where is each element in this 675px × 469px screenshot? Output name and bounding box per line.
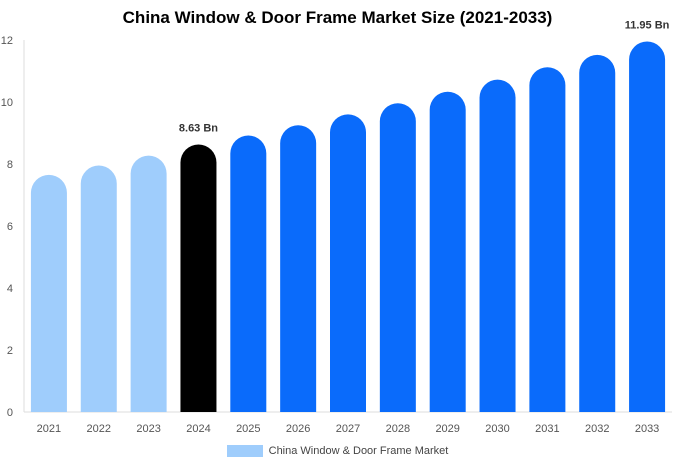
- bar-2031[interactable]: [529, 67, 566, 412]
- bar-2027[interactable]: [330, 114, 366, 412]
- bars-group: [30, 41, 666, 413]
- x-axis-ticks: 2021 2022 2023 2024 2025 2026 2027 2028 2029 2030…: [37, 423, 660, 435]
- x-tick-label: 2023: [136, 423, 160, 435]
- bar-2030[interactable]: [479, 79, 516, 413]
- legend[interactable]: China Window & Door Frame Market: [0, 445, 675, 457]
- x-tick-label: 2029: [435, 423, 459, 435]
- x-tick-label: 2024: [186, 423, 210, 435]
- bar-2032[interactable]: [579, 54, 616, 412]
- x-tick-label: 2025: [236, 423, 260, 435]
- y-axis-ticks: 0 2 4 6 8 10 12: [1, 35, 13, 419]
- chart-title: China Window & Door Frame Market Size (2…: [122, 8, 553, 27]
- bar-2023[interactable]: [130, 155, 167, 412]
- x-tick-label: 2033: [635, 423, 659, 435]
- data-label-2033: 11.95 Bn: [625, 20, 670, 32]
- bar-2029[interactable]: [429, 91, 466, 412]
- bar-2022[interactable]: [80, 165, 117, 412]
- x-tick-label: 2031: [535, 423, 559, 435]
- y-tick-label: 2: [7, 345, 13, 357]
- x-tick-label: 2021: [37, 423, 61, 435]
- y-tick-label: 10: [1, 97, 13, 109]
- y-tick-label: 8: [7, 159, 13, 171]
- x-tick-label: 2030: [485, 423, 509, 435]
- y-tick-label: 0: [7, 407, 13, 419]
- bar-2021[interactable]: [30, 174, 67, 412]
- x-tick-label: 2027: [336, 423, 360, 435]
- x-tick-label: 2026: [286, 423, 310, 435]
- bar-2025[interactable]: [230, 135, 267, 413]
- legend-label: China Window & Door Frame Market: [268, 445, 449, 457]
- bar-2033[interactable]: [629, 41, 666, 413]
- x-tick-label: 2032: [585, 423, 609, 435]
- bar-2026[interactable]: [280, 125, 317, 412]
- x-tick-label: 2022: [87, 423, 111, 435]
- data-labels-group: 8.63 Bn 11.95 Bn: [179, 20, 670, 135]
- y-tick-label: 12: [1, 35, 13, 47]
- x-tick-label: 2028: [386, 423, 410, 435]
- legend-swatch: [226, 445, 263, 457]
- data-label-2024: 8.63 Bn: [179, 122, 218, 134]
- bar-2024[interactable]: [180, 144, 217, 412]
- y-tick-label: 4: [7, 283, 13, 295]
- y-tick-label: 6: [7, 221, 13, 233]
- bar-2028[interactable]: [379, 103, 416, 413]
